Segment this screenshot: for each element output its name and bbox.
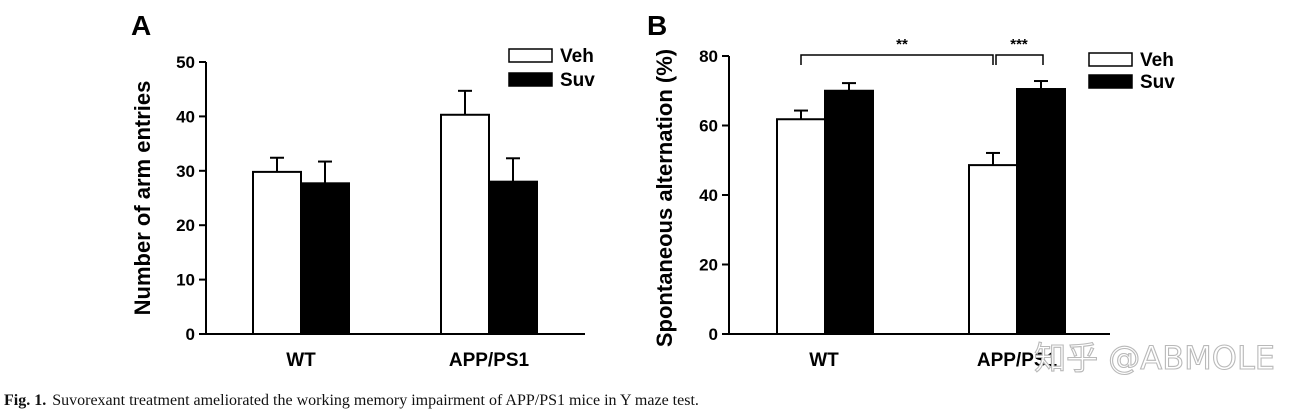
panel-a-legend-suv-swatch	[508, 72, 553, 87]
panel-b-legend: Veh Suv	[1088, 50, 1175, 93]
watermark: 知乎 @ABMOLE	[1034, 339, 1275, 377]
panel-b-significance: ** ***	[800, 36, 1044, 65]
panel-b-category-app-ps1: APP/PS1	[977, 350, 1058, 371]
caption-label: Fig. 1.	[4, 392, 47, 409]
panel-b-category-wt: WT	[809, 350, 839, 371]
panel-a-y-ticks: 0 10 20 30 40 50	[176, 53, 206, 344]
panel-b-sig-bracket-wt-vs-app	[800, 54, 994, 65]
panel-a-y-tick-label: 0	[186, 325, 195, 344]
figure-caption: Fig. 1. Suvorexant treatment ameliorated …	[4, 392, 1304, 410]
panel-a-y-label: Number of arm entries	[130, 81, 155, 316]
caption-text: Suvorexant treatment ameliorated the wor…	[52, 392, 699, 409]
panel-a-bars	[252, 89, 538, 335]
panel-a-category-app-ps1: APP/PS1	[449, 350, 530, 371]
panel-a-bar-app-ps1-suv	[488, 180, 538, 335]
panel-a-bar-wt-veh	[252, 170, 302, 335]
panel-b-legend-suv-label: Suv	[1140, 72, 1175, 93]
panel-b-y-label: Spontaneous alternation (%)	[652, 49, 677, 347]
panel-b-y-tick-label: 20	[699, 256, 718, 275]
panel-b-sig-bracket-app-veh-vs-suv	[995, 54, 1044, 65]
panel-a-legend: Veh Suv	[508, 46, 595, 91]
panel-a-y-tick-label: 20	[176, 216, 195, 235]
panel-b-bars	[776, 80, 1066, 336]
panel-b-y-tick-label: 0	[709, 325, 718, 344]
panel-b-legend-veh-swatch	[1088, 52, 1133, 67]
panel-b-bar-app-ps1-veh	[968, 164, 1018, 335]
panel-b-y-tick-label: 60	[699, 117, 718, 136]
panel-b-bar-wt-suv	[824, 89, 874, 335]
panel-b-sig-label-double: **	[896, 36, 908, 53]
panel-a-legend-suv-label: Suv	[560, 70, 595, 91]
panel-b: B 0 20 40 60 80 WT APP/PS1 Spontaneous alter…	[647, 10, 1175, 371]
panel-b-y-tick-label: 40	[699, 186, 718, 205]
panel-a: A 0 10 20 30 40 50 WT APP/PS1 Number of arm e…	[130, 10, 595, 371]
panel-b-legend-suv-swatch	[1088, 74, 1133, 89]
panel-b-bar-wt-veh	[776, 118, 826, 336]
panel-a-bar-app-ps1-veh	[440, 113, 490, 335]
panel-b-y-ticks: 0 20 40 60 80	[699, 47, 729, 344]
panel-b-bar-app-ps1-suv	[1016, 88, 1066, 335]
panel-b-letter: B	[647, 10, 667, 41]
figure: A 0 10 20 30 40 50 WT APP/PS1 Number of arm e…	[130, 10, 1276, 378]
panel-a-y-tick-label: 50	[176, 53, 195, 72]
panel-b-sig-label-triple: ***	[1010, 36, 1028, 53]
panel-a-bar-wt-suv	[300, 182, 350, 335]
panel-b-legend-veh-label: Veh	[1140, 50, 1174, 71]
panel-a-legend-veh-swatch	[508, 48, 553, 63]
panel-a-letter: A	[131, 10, 151, 41]
panel-a-y-tick-label: 30	[176, 162, 195, 181]
panel-a-y-tick-label: 10	[176, 271, 195, 290]
panel-a-y-tick-label: 40	[176, 107, 195, 126]
panel-a-legend-veh-label: Veh	[560, 46, 594, 67]
panel-b-y-tick-label: 80	[699, 47, 718, 66]
panel-a-category-wt: WT	[286, 350, 316, 371]
